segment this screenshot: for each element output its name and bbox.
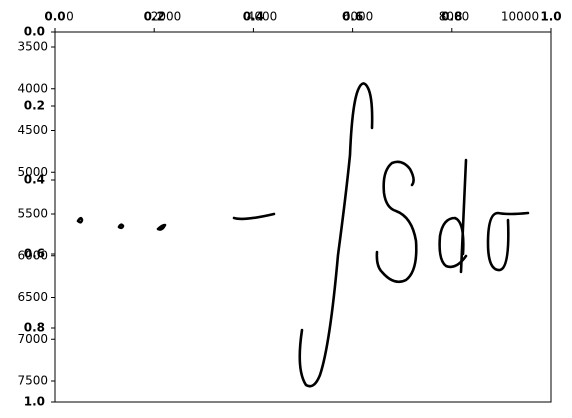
y-tick-label: 1.0 (24, 395, 45, 409)
y-tick-label: 0.8 (24, 321, 45, 335)
x-tick-label: 0 (66, 10, 74, 24)
x-tick-label: 1.0 (540, 10, 561, 24)
y-tick-label: 0.4 (24, 173, 45, 187)
y-tick-label: 4500 (17, 123, 48, 137)
x-tick-label: 10000 (501, 10, 539, 24)
letter-d (438, 158, 468, 274)
y-tick-label: 7000 (17, 332, 48, 346)
x-tick-label: 0.2 (144, 10, 165, 24)
handwriting (76, 82, 530, 388)
dot (76, 216, 84, 224)
plot-frame (54, 31, 552, 403)
y-tick-label: 0.0 (24, 25, 45, 39)
y-tick-label: 3500 (17, 40, 48, 54)
y-tick-label: 5500 (17, 207, 48, 221)
x-tick-label: 0.4 (243, 10, 264, 24)
letter-sigma (486, 211, 530, 272)
y-tick-label: 6500 (17, 290, 48, 304)
y-tick-label: 7500 (17, 374, 48, 388)
y-tick-label: 0.6 (24, 247, 45, 261)
y-tick-label: 5000 (17, 165, 48, 179)
y-tick-label: 4000 (17, 81, 48, 95)
y-tick-label: 0.2 (24, 99, 45, 113)
integral (298, 82, 374, 388)
x-tick-label: 0.6 (342, 10, 363, 24)
x-tick-label: 0.8 (441, 10, 462, 24)
x-tick-label: 2000 (151, 10, 182, 24)
x-tick-label: 6000 (343, 10, 374, 24)
letter-s (375, 160, 418, 284)
dot (117, 223, 125, 230)
dash (232, 212, 276, 221)
dot (156, 223, 167, 231)
x-tick-label: 8000 (439, 10, 470, 24)
x-tick-label: 0.0 (44, 10, 65, 24)
x-tick-label: 4000 (247, 10, 278, 24)
y-tick-label: 6000 (17, 248, 48, 262)
